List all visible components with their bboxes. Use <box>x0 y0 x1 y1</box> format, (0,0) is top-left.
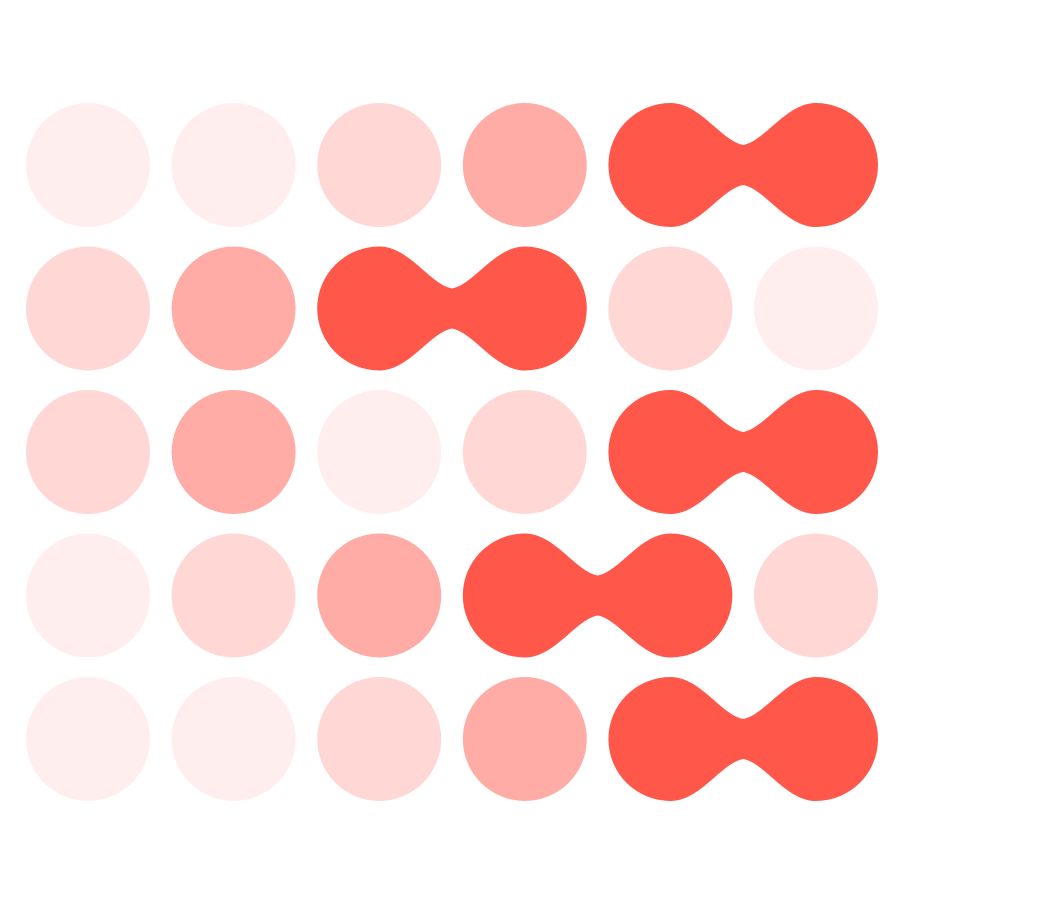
dot-level-1 <box>26 533 150 658</box>
dot-row <box>26 103 878 227</box>
dot-level-3 <box>317 533 442 658</box>
dot-level-2 <box>26 246 150 371</box>
dot-level-2 <box>26 390 150 514</box>
dot-level-2 <box>462 390 587 514</box>
dot-row <box>26 533 878 658</box>
dot-row <box>26 246 878 371</box>
merged-dot-pair <box>608 103 878 227</box>
dot-level-1 <box>171 103 296 227</box>
dot-level-2 <box>317 103 442 227</box>
dot-row <box>26 390 878 514</box>
merged-dot-pair <box>608 677 878 801</box>
dot-level-1 <box>26 677 150 801</box>
dot-level-3 <box>171 246 296 371</box>
dot-level-1 <box>317 390 442 514</box>
dot-level-2 <box>608 246 733 371</box>
dot-level-3 <box>462 677 587 801</box>
dot-level-2 <box>754 533 878 658</box>
dot-level-1 <box>754 246 878 371</box>
dot-row <box>26 677 878 801</box>
dot-level-2 <box>171 533 296 658</box>
dot-level-2 <box>317 677 442 801</box>
merged-dot-pair <box>608 390 878 514</box>
dot-level-1 <box>171 677 296 801</box>
dot-level-3 <box>462 103 587 227</box>
dot-level-3 <box>171 390 296 514</box>
merged-dot-pair <box>462 533 733 658</box>
merged-dot-pair <box>317 246 587 371</box>
dot-level-1 <box>26 103 150 227</box>
